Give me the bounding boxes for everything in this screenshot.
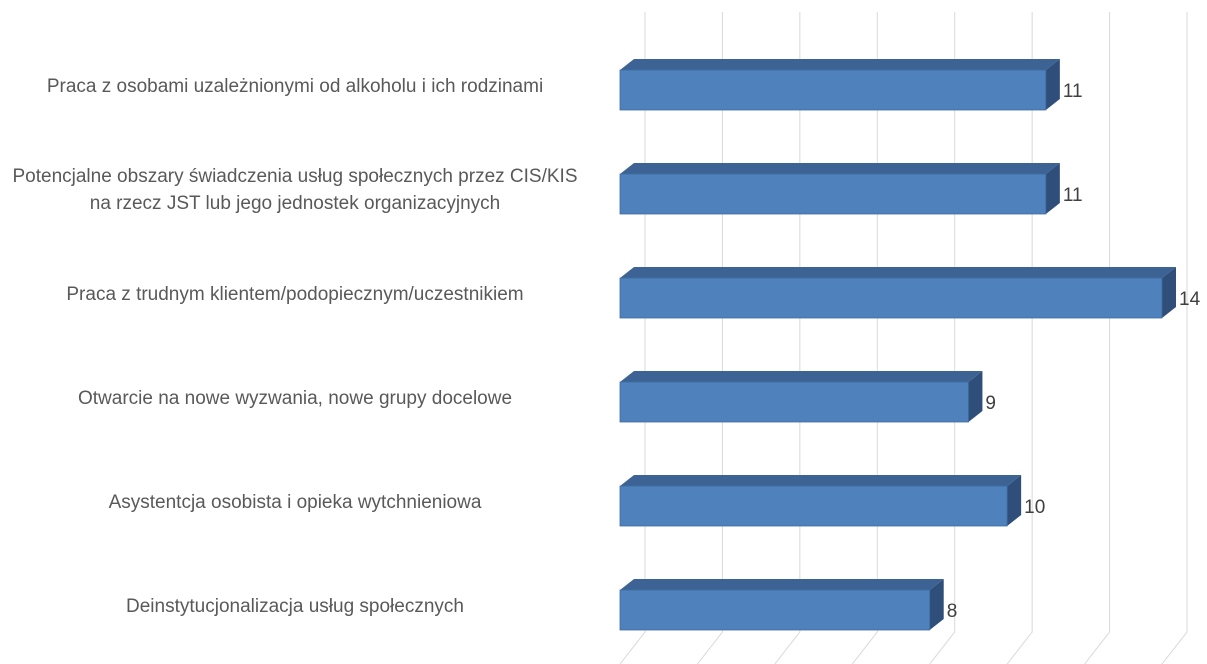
y-tick-label: Deinstytucjonalizacja usług społecznych: [0, 554, 590, 658]
bar-side: [1045, 163, 1060, 214]
bar-side: [1162, 267, 1176, 318]
grid-line: [619, 12, 646, 664]
bar: [619, 579, 944, 631]
bar-front: [619, 173, 1047, 215]
grid-line: [1006, 12, 1033, 664]
y-tick-label: Praca z trudnym klientem/podopiecznym/uc…: [0, 242, 590, 346]
value-label: 14: [1179, 289, 1201, 310]
category-text: Deinstytucjonalizacja usług społecznych: [126, 595, 464, 617]
grid-line: [774, 12, 801, 664]
bar-top: [620, 475, 1022, 486]
value-label: 11: [1063, 81, 1083, 102]
grid-line: [1161, 12, 1188, 664]
bar-side: [1045, 59, 1060, 110]
grid-line: [929, 12, 956, 664]
bar-top: [620, 59, 1060, 70]
bar-front: [619, 589, 931, 631]
y-tick-label: Asystentcja osobista i opieka wytchnieni…: [0, 450, 590, 554]
bar-side: [1007, 475, 1022, 526]
bar: [619, 59, 1060, 111]
grid-line: [851, 12, 878, 664]
category-text: Praca z trudnym klientem/podopiecznym/uc…: [66, 283, 524, 305]
y-tick-label: Otwarcie na nowe wyzwania, nowe grupy do…: [0, 346, 590, 450]
y-tick-label: Praca z osobami uzależnionymi od alkohol…: [0, 34, 590, 138]
grid-line: [697, 12, 723, 664]
bar-side: [968, 371, 983, 422]
bar-side: [929, 579, 944, 630]
value-label: 9: [985, 393, 996, 414]
bar-front: [619, 69, 1047, 111]
bar: [619, 267, 1176, 319]
category-text: Praca z osobami uzależnionymi od alkohol…: [46, 75, 544, 97]
bar-top: [620, 371, 983, 382]
bar-top: [620, 267, 1176, 278]
value-label: 10: [1024, 497, 1045, 518]
bar: [619, 163, 1060, 215]
bar-top: [620, 579, 944, 590]
bar-front: [619, 381, 969, 423]
category-text: Asystentcja osobista i opieka wytchnieni…: [108, 491, 482, 513]
y-tick-label: Potencjalne obszary świadczenia usług sp…: [0, 138, 590, 242]
bar: [619, 475, 1022, 527]
grid-line: [1084, 12, 1111, 664]
category-text: Potencjalne obszary świadczenia usług sp…: [12, 166, 578, 214]
value-label: 11: [1063, 185, 1083, 206]
bar-front: [619, 485, 1008, 527]
bar: [619, 371, 983, 423]
category-text: Otwarcie na nowe wyzwania, nowe grupy do…: [77, 387, 513, 409]
bar-top: [620, 163, 1060, 174]
bar-front: [619, 277, 1163, 319]
value-label: 8: [947, 601, 958, 622]
